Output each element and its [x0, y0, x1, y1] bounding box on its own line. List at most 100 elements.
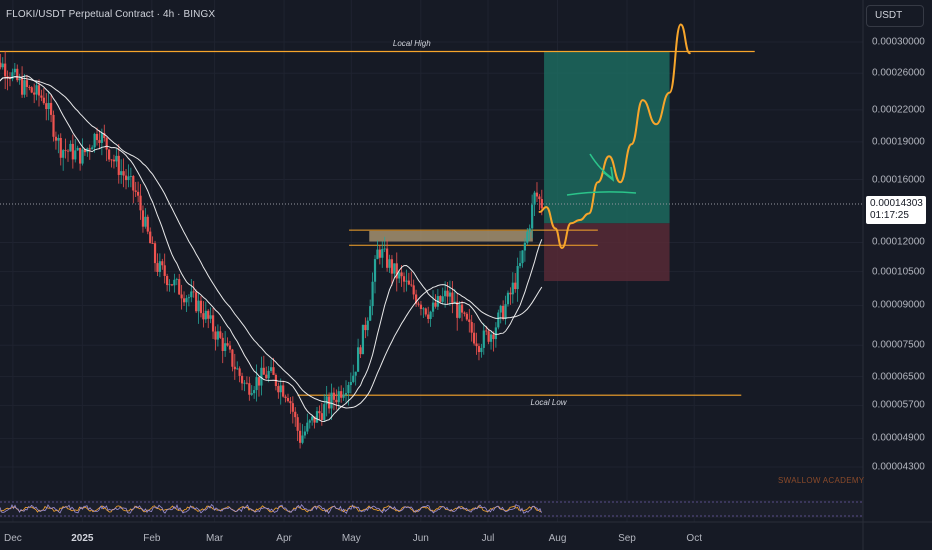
candle-body [468, 319, 471, 322]
candle-body [170, 284, 174, 286]
candle-body [23, 80, 26, 95]
candle-body [325, 396, 328, 405]
candle-body [393, 263, 396, 274]
currency-button[interactable]: USDT [866, 5, 924, 27]
candle-body [120, 171, 123, 175]
candle-body [284, 396, 287, 399]
price-tick: 0.00007500 [872, 339, 925, 351]
candle-body [71, 143, 74, 160]
candle-body [158, 261, 161, 272]
price-tick: 0.00012000 [872, 236, 925, 248]
local-low-label: Local Low [530, 398, 567, 408]
candle-body [395, 263, 398, 279]
candle-body [127, 176, 130, 181]
price-tick: 0.00019000 [872, 136, 925, 148]
candle-body [207, 310, 210, 319]
price-tick: 0.00016000 [872, 174, 925, 186]
candle-body [166, 275, 169, 286]
price-tick: 0.00009000 [872, 299, 925, 311]
candle-body [182, 298, 186, 303]
price-tick: 0.00010500 [872, 266, 925, 278]
rsi-line [0, 503, 542, 515]
candle-body [352, 375, 355, 382]
candle-body [122, 171, 125, 176]
candle-body [248, 383, 251, 395]
candle-body [30, 87, 33, 93]
level-lines [0, 50, 863, 396]
candle-body [282, 385, 285, 397]
candle-body [221, 337, 224, 351]
time-tick: Jul [481, 533, 495, 544]
candle-body [161, 261, 164, 266]
candle-body [458, 304, 461, 318]
candle-body [108, 149, 111, 160]
candle-body [366, 320, 369, 331]
candle-body [168, 284, 171, 286]
candle-body [11, 72, 14, 80]
candle-body [98, 140, 101, 143]
candle-body [132, 176, 135, 191]
candle-body [509, 292, 512, 295]
candle-body [45, 103, 48, 110]
candle-body [211, 315, 215, 332]
candle-body [497, 312, 500, 328]
candle-body [129, 176, 132, 177]
candle-body [359, 347, 362, 355]
candle-body [494, 327, 497, 340]
moving-averages [0, 75, 543, 423]
rsi-band [0, 500, 863, 518]
candle-body [296, 417, 299, 431]
candle-body [240, 375, 244, 384]
candle-body [361, 324, 365, 355]
candle-body [528, 228, 531, 232]
candle-body [279, 385, 282, 393]
candle-body [446, 290, 449, 297]
candle-body [340, 391, 343, 398]
arrow-head-icon [602, 166, 615, 182]
watermark: SWALLOW ACADEMY [778, 476, 865, 485]
candle-body [6, 76, 9, 78]
price-tick: 0.00004900 [872, 432, 925, 444]
current-price-value: 0.00014303 [870, 198, 923, 209]
candle-body [347, 385, 350, 394]
candle-body [523, 242, 526, 251]
candle-body [332, 392, 336, 400]
time-tick: Mar [205, 533, 224, 544]
candle-body [204, 310, 207, 320]
candle-body [465, 313, 468, 320]
candle-body [173, 279, 176, 286]
breakout-line [566, 191, 637, 196]
candle-body [381, 249, 384, 258]
candle-body [236, 368, 239, 370]
candle-body [243, 382, 246, 384]
candles [0, 51, 543, 449]
candle-body [485, 330, 488, 332]
arrow-icon [589, 153, 613, 179]
candle-body [402, 276, 406, 282]
candle-body [313, 416, 316, 423]
candle-body [25, 80, 29, 87]
candle-body [398, 272, 401, 279]
candle-body [79, 147, 82, 164]
candle-body [267, 370, 270, 379]
candle-body [16, 68, 19, 81]
candle-body [356, 347, 360, 372]
candle-body [245, 382, 248, 384]
candle-body [238, 368, 241, 376]
candle-body [139, 195, 142, 211]
candle-body [289, 401, 292, 404]
candle-body [192, 291, 195, 293]
trade-zones [349, 51, 670, 282]
candle-body [100, 133, 103, 143]
candle-body [388, 259, 391, 268]
candle-body [441, 296, 444, 302]
candle-body [265, 374, 268, 379]
candle-body [480, 347, 483, 353]
demand-zone [369, 230, 533, 242]
candle-body [115, 155, 118, 162]
candle-body [489, 334, 493, 342]
candle-body [456, 301, 459, 318]
candle-body [57, 137, 60, 141]
candle-body [199, 300, 203, 314]
